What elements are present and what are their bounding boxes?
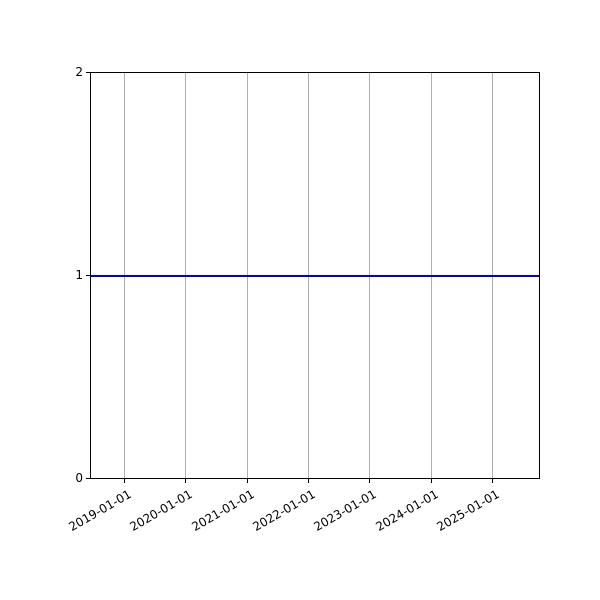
x-tick-label: 2023-01-01	[311, 487, 379, 534]
y-tick-label: 2	[75, 65, 83, 79]
plot-area	[90, 72, 540, 479]
x-tick-label: 2025-01-01	[434, 487, 502, 534]
x-tick-mark	[308, 479, 309, 483]
x-tick-mark	[492, 479, 493, 483]
x-tick-mark	[431, 479, 432, 483]
y-tick-mark	[86, 478, 90, 479]
y-tick-label: 1	[75, 268, 83, 282]
x-tick-label: 2022-01-01	[250, 487, 318, 534]
y-tick-mark	[86, 275, 90, 276]
x-tick-label: 2024-01-01	[373, 487, 441, 534]
x-tick-label: 2019-01-01	[66, 487, 134, 534]
data-line-series	[91, 274, 539, 277]
y-tick-label: 0	[75, 471, 83, 485]
x-tick-mark	[185, 479, 186, 483]
y-tick-mark	[86, 72, 90, 73]
x-tick-label: 2021-01-01	[189, 487, 257, 534]
x-tick-mark	[369, 479, 370, 483]
x-tick-mark	[247, 479, 248, 483]
x-tick-label: 2020-01-01	[127, 487, 195, 534]
x-tick-mark	[124, 479, 125, 483]
